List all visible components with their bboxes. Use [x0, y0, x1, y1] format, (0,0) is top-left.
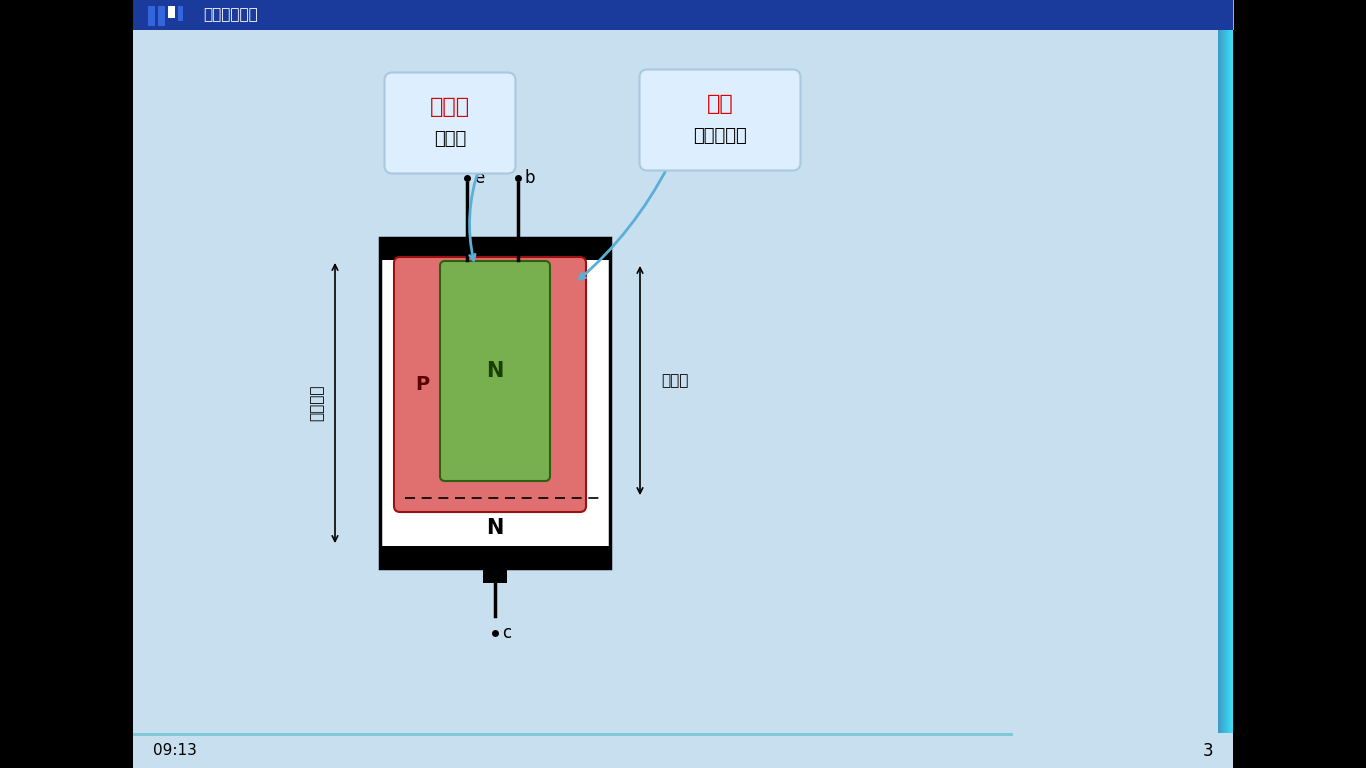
Bar [825, 0, 837, 30]
Bar [1121, 0, 1135, 30]
Bar [985, 0, 999, 30]
Bar [887, 0, 900, 30]
Bar [1048, 0, 1061, 30]
Text: 发射区: 发射区 [430, 97, 470, 117]
Text: 3: 3 [1202, 741, 1213, 760]
Bar [837, 0, 851, 30]
Bar [1011, 0, 1023, 30]
Text: 山西农业大学: 山西农业大学 [204, 8, 258, 22]
Text: e: e [474, 169, 485, 187]
Bar [1035, 0, 1048, 30]
Bar [380, 238, 611, 260]
Text: b: b [525, 169, 535, 187]
FancyBboxPatch shape [639, 69, 800, 170]
Bar [788, 0, 800, 30]
Bar [1023, 0, 1035, 30]
Bar [158, 6, 165, 26]
FancyBboxPatch shape [384, 72, 515, 174]
Bar [1085, 0, 1098, 30]
Bar [850, 0, 863, 30]
Bar [380, 238, 611, 568]
Bar [960, 0, 974, 30]
Text: 09:13: 09:13 [153, 743, 197, 758]
Bar [1134, 0, 1147, 30]
Bar [936, 0, 949, 30]
Bar [1072, 0, 1086, 30]
Bar [874, 0, 888, 30]
Bar [973, 0, 986, 30]
Bar [762, 0, 776, 30]
Bar [1183, 0, 1197, 30]
FancyBboxPatch shape [440, 261, 550, 481]
Bar [738, 0, 751, 30]
Bar [1209, 0, 1221, 30]
Bar [1097, 0, 1111, 30]
Text: P: P [415, 375, 429, 394]
Bar [380, 546, 611, 568]
Bar [484, 568, 507, 583]
Bar [1171, 0, 1184, 30]
Bar [1109, 0, 1123, 30]
Bar [899, 0, 912, 30]
Bar [1060, 0, 1074, 30]
Bar [460, 238, 474, 262]
Bar [168, 6, 175, 18]
Bar [1158, 0, 1172, 30]
Text: c: c [501, 624, 511, 642]
Text: 几百微米: 几百微米 [310, 385, 325, 422]
Text: 基区: 基区 [706, 94, 734, 114]
Bar [1195, 0, 1209, 30]
Bar [511, 238, 525, 262]
Bar [133, 733, 1233, 768]
Bar [133, 0, 1233, 30]
Text: 薄，低掺杂: 薄，低掺杂 [693, 127, 747, 145]
Bar [862, 0, 876, 30]
Bar [133, 0, 1233, 768]
Bar [775, 0, 788, 30]
Bar [133, 0, 738, 30]
Bar [512, 238, 525, 260]
Bar [911, 0, 925, 30]
Bar [1221, 0, 1233, 30]
Bar [133, 733, 1014, 736]
Bar [813, 0, 825, 30]
Bar [750, 0, 764, 30]
Bar [923, 0, 937, 30]
Text: 高掺杂: 高掺杂 [434, 130, 466, 148]
Bar [178, 6, 183, 21]
Bar [1146, 0, 1160, 30]
FancyBboxPatch shape [393, 257, 586, 512]
Bar [800, 0, 813, 30]
Bar [948, 0, 962, 30]
Text: N: N [486, 361, 504, 381]
Bar [148, 6, 154, 26]
Bar [999, 0, 1011, 30]
Text: 几微米: 几微米 [661, 373, 688, 388]
Bar [460, 238, 474, 260]
Text: N: N [486, 518, 504, 538]
